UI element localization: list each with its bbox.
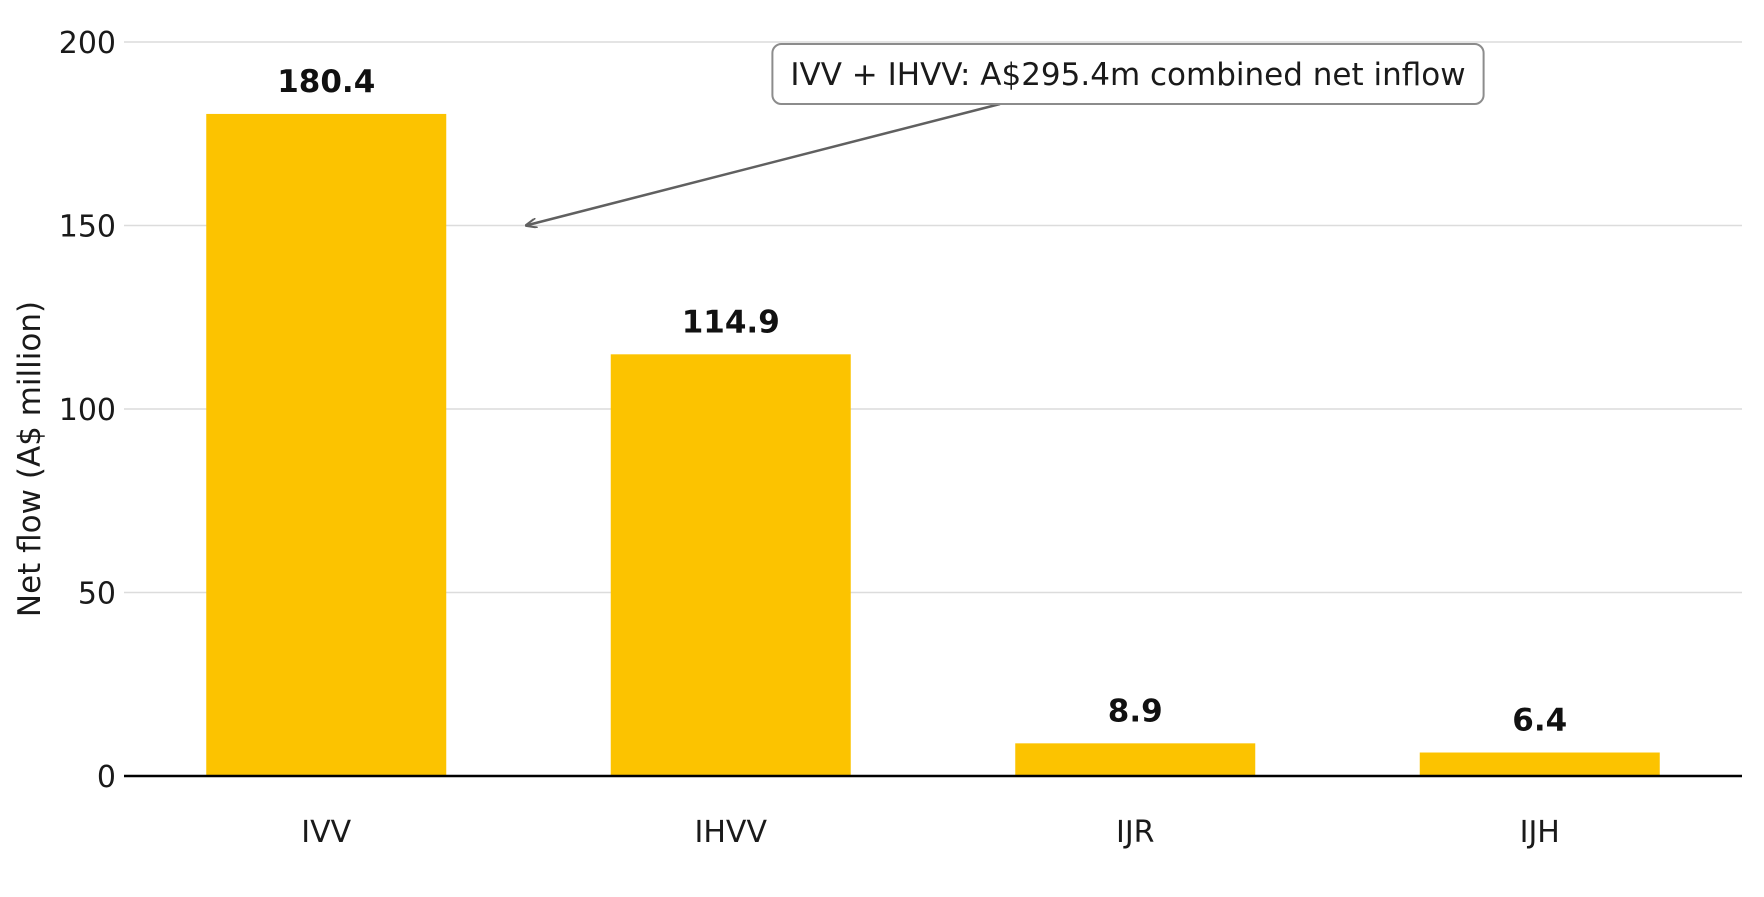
x-tick-label: IJH xyxy=(1520,815,1560,850)
y-tick-label: 50 xyxy=(78,577,116,612)
annotation: IVV + IHVV: A$295.4m combined net inflow xyxy=(526,43,1485,226)
x-tick-label: IVV xyxy=(301,815,351,850)
bar xyxy=(1419,752,1660,776)
y-tick-labels: 0 50 100 150 200 xyxy=(59,26,116,795)
annotation-arrow xyxy=(526,102,1001,226)
value-labels: 180.4 114.9 8.9 6.4 xyxy=(277,64,1567,739)
bar xyxy=(206,113,447,776)
bars xyxy=(206,113,1660,776)
y-axis-label: Net flow (A$ million) xyxy=(12,301,48,617)
bar xyxy=(610,354,851,776)
annotation-text: IVV + IHVV: A$295.4m combined net inflow xyxy=(790,57,1465,93)
x-tick-labels: IVV IHVV IJR IJH xyxy=(301,815,1560,850)
x-tick-label: IJR xyxy=(1116,815,1155,850)
y-tick-label: 100 xyxy=(59,393,116,428)
y-tick-label: 0 xyxy=(97,760,116,795)
bar xyxy=(1015,743,1256,776)
bar-value-label: 180.4 xyxy=(277,64,375,100)
bar-value-label: 6.4 xyxy=(1512,703,1567,739)
bar-value-label: 114.9 xyxy=(682,304,780,340)
y-tick-label: 150 xyxy=(59,210,116,245)
bar-value-label: 8.9 xyxy=(1108,693,1163,729)
y-tick-label: 200 xyxy=(59,26,116,61)
annotation-box xyxy=(771,43,1485,105)
x-tick-label: IHVV xyxy=(695,815,768,850)
